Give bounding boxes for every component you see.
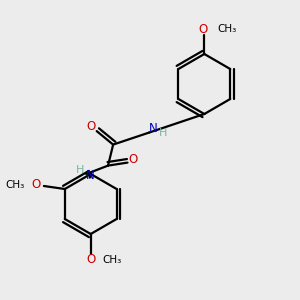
Text: N: N xyxy=(86,169,94,182)
Text: N: N xyxy=(148,122,157,136)
Text: H: H xyxy=(159,128,168,138)
Text: CH₃: CH₃ xyxy=(103,255,122,265)
Text: CH₃: CH₃ xyxy=(5,180,25,190)
Text: O: O xyxy=(31,178,40,191)
Text: H: H xyxy=(76,165,84,176)
Text: O: O xyxy=(128,153,137,166)
Text: O: O xyxy=(87,120,96,133)
Text: CH₃: CH₃ xyxy=(218,24,237,34)
Text: O: O xyxy=(86,253,95,266)
Text: O: O xyxy=(198,22,208,36)
